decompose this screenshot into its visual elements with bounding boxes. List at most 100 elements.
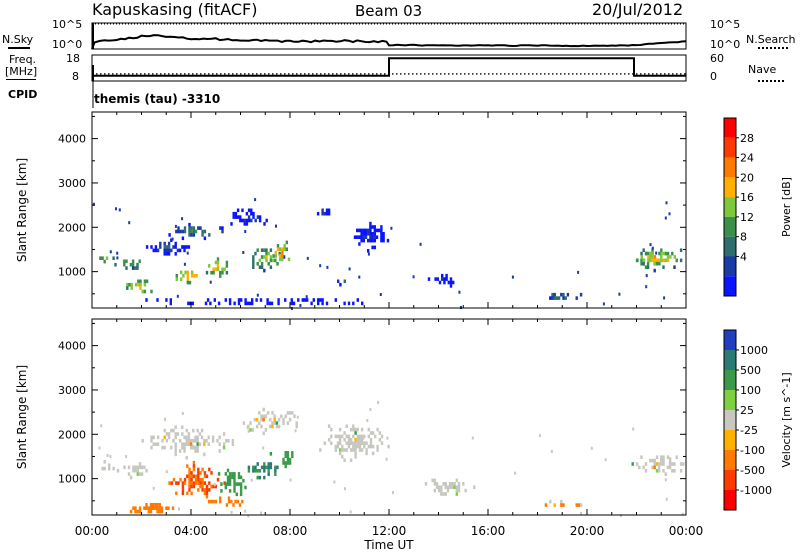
- power-echo-cell: [159, 241, 162, 246]
- beam-title: Beam 03: [355, 2, 423, 20]
- power-echo-cell: [301, 298, 304, 302]
- velocity-echo-cell: [214, 499, 218, 504]
- velocity-echo-cell: [203, 474, 207, 479]
- velocity-echo-cell: [365, 451, 368, 456]
- power-echo-cell: [134, 266, 137, 270]
- power-echo-cell: [225, 260, 229, 265]
- velocity-echo-cell: [258, 469, 262, 473]
- power-echo-cell: [279, 257, 282, 262]
- velocity-colorbar-tick-label: 500: [740, 364, 761, 377]
- power-echo-cell: [646, 251, 650, 256]
- velocity-echo-region: [282, 451, 294, 469]
- velocity-echo-cell: [178, 439, 182, 443]
- power-echo-cell: [234, 211, 238, 216]
- velocity-echo-cell: [163, 428, 166, 433]
- velocity-echo-cell: [448, 485, 452, 489]
- velocity-echo-cell: [226, 478, 230, 483]
- power-echo-cell: [177, 229, 180, 234]
- velocity-echo-cell: [205, 491, 209, 496]
- velocity-echo-cell: [655, 462, 659, 466]
- power-echo-cell: [283, 244, 286, 248]
- power-echo-cell: [236, 215, 240, 219]
- power-echo-cell: [250, 211, 253, 216]
- velocity-echo-cell: [181, 445, 184, 450]
- noise-right-tick-top: 10^5: [710, 18, 741, 31]
- velocity-echo-cell: [338, 427, 342, 432]
- velocity-echo-cell: [226, 468, 230, 473]
- velocity-colorbar-label: Velocity [m s^-1]: [780, 372, 793, 467]
- velocity-echo-cell: [181, 432, 184, 436]
- velocity-scatter-cell: [344, 487, 346, 491]
- power-echo-cell: [223, 267, 226, 272]
- velocity-echo-cell: [239, 489, 243, 493]
- power-colorbar-tick-label: 12: [740, 211, 754, 224]
- velocity-echo-cell: [343, 458, 346, 462]
- freq-right-tick-top: 60: [710, 52, 724, 65]
- velocity-echo-cell: [147, 506, 150, 510]
- power-echo-cell: [380, 235, 383, 239]
- power-echo-cell: [212, 270, 215, 275]
- velocity-echo-cell: [237, 482, 241, 486]
- velocity-echo-cell: [158, 506, 161, 510]
- power-y-axis-label: Slant Range [km]: [15, 158, 29, 262]
- velocity-echo-cell: [172, 439, 175, 443]
- velocity-echo-cell: [177, 481, 180, 485]
- power-echo-cell: [443, 280, 446, 285]
- power-echo-cell: [371, 238, 374, 243]
- power-panel: 1000 2000 3000 4000 Slant Range [km]: [15, 111, 687, 310]
- velocity-echo-cell: [440, 492, 443, 496]
- velocity-colorbar-tick-label: 1000: [740, 344, 768, 357]
- velocity-scatter-cell: [294, 429, 297, 433]
- freq-right-tick-bottom: 0: [710, 70, 717, 83]
- power-echo-cell: [244, 301, 247, 306]
- power-echo-cell: [219, 274, 222, 278]
- power-echo-cell: [180, 277, 183, 281]
- power-echo-cell: [186, 274, 189, 278]
- power-echo-cell: [566, 292, 570, 297]
- velocity-echo-cell: [263, 469, 266, 473]
- velocity-echo-cell: [349, 448, 353, 452]
- power-scatter-cell: [115, 207, 117, 211]
- power-echo-cell: [651, 255, 654, 259]
- power-colorbar-frame: [723, 117, 737, 297]
- power-echo-cell: [653, 268, 656, 273]
- power-echo-cell: [640, 251, 643, 256]
- power-echo-cell: [660, 255, 663, 259]
- velocity-echo-cell: [642, 465, 645, 470]
- velocity-echo-cell: [286, 457, 290, 462]
- velocity-echo-cell: [234, 499, 237, 504]
- power-echo-cell: [252, 262, 255, 266]
- velocity-echo-cell: [369, 441, 373, 445]
- velocity-scatter-cell: [550, 449, 553, 453]
- velocity-scatter-cell: [106, 453, 109, 457]
- velocity-echo-cell: [239, 492, 243, 497]
- power-scatter-cell: [242, 251, 245, 254]
- velocity-echo-cell: [269, 462, 273, 466]
- velocity-echo-cell: [274, 465, 277, 470]
- velocity-echo-cell: [233, 472, 236, 476]
- power-echo-cell: [640, 258, 643, 263]
- velocity-echo-cell: [343, 448, 346, 452]
- power-echo-cell: [653, 258, 657, 263]
- velocity-scatter-cell: [152, 486, 155, 490]
- power-scatter-cell: [602, 302, 605, 306]
- velocity-echo-cell: [424, 482, 428, 486]
- power-scatter-cell: [577, 270, 580, 274]
- power-echo-cell: [186, 280, 189, 285]
- power-echo-cell: [258, 258, 262, 263]
- velocity-echo-cell: [244, 485, 247, 490]
- velocity-echo-region: [242, 407, 298, 436]
- velocity-echo-cell: [330, 441, 333, 445]
- velocity-echo-cell: [127, 472, 131, 476]
- power-echo-cell: [343, 301, 346, 306]
- velocity-echo-cell: [267, 465, 270, 470]
- power-echo-cell: [182, 274, 185, 278]
- power-echo-cell: [380, 238, 383, 243]
- n-sky-label: N.Sky: [2, 33, 34, 46]
- velocity-echo-cell: [174, 432, 177, 436]
- power-echo-region: [272, 240, 291, 262]
- velocity-echo-cell: [354, 431, 357, 435]
- velocity-echo-cell: [200, 428, 204, 433]
- power-echo-cell: [640, 262, 643, 266]
- power-echo-cell: [270, 301, 274, 306]
